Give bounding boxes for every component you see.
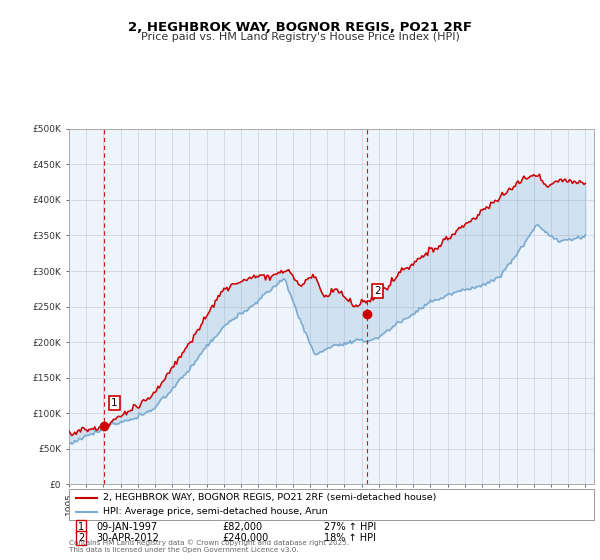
Text: Price paid vs. HM Land Registry's House Price Index (HPI): Price paid vs. HM Land Registry's House … xyxy=(140,32,460,43)
Text: 27% ↑ HPI: 27% ↑ HPI xyxy=(324,522,376,532)
Text: 2, HEGHBROK WAY, BOGNOR REGIS, PO21 2RF (semi-detached house): 2, HEGHBROK WAY, BOGNOR REGIS, PO21 2RF … xyxy=(103,493,437,502)
Text: 2: 2 xyxy=(78,533,84,543)
Text: £240,000: £240,000 xyxy=(222,533,268,543)
Text: HPI: Average price, semi-detached house, Arun: HPI: Average price, semi-detached house,… xyxy=(103,507,328,516)
Text: 1: 1 xyxy=(111,398,118,408)
Text: 18% ↑ HPI: 18% ↑ HPI xyxy=(324,533,376,543)
Text: 30-APR-2012: 30-APR-2012 xyxy=(96,533,159,543)
Text: 2: 2 xyxy=(374,286,381,296)
Text: Contains HM Land Registry data © Crown copyright and database right 2025.
This d: Contains HM Land Registry data © Crown c… xyxy=(69,540,349,553)
Text: 09-JAN-1997: 09-JAN-1997 xyxy=(96,522,157,532)
Text: 1: 1 xyxy=(78,522,84,532)
Text: 2, HEGHBROK WAY, BOGNOR REGIS, PO21 2RF: 2, HEGHBROK WAY, BOGNOR REGIS, PO21 2RF xyxy=(128,21,472,34)
Text: £82,000: £82,000 xyxy=(222,522,262,532)
